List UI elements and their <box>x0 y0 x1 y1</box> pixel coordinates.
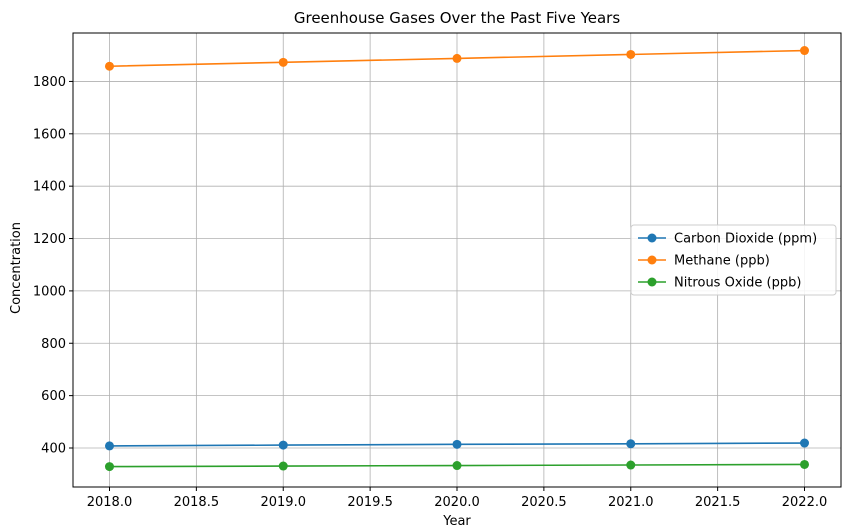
legend: Carbon Dioxide (ppm) Methane (ppb) Nitrous… <box>630 224 837 296</box>
data-point <box>278 440 288 450</box>
data-point <box>278 57 288 67</box>
y-tick-label: 800 <box>41 337 66 352</box>
series-lines <box>104 46 810 472</box>
y-axis-label: Concentration <box>9 222 24 314</box>
data-point <box>800 459 810 469</box>
x-axis-label: Year <box>442 514 471 527</box>
data-point <box>452 461 462 471</box>
data-point <box>104 61 114 71</box>
x-tick-label: 2018.0 <box>87 495 133 510</box>
y-tick-label: 1000 <box>33 284 66 299</box>
y-tick-label: 600 <box>41 389 66 404</box>
data-point <box>104 441 114 451</box>
x-tick-label: 2019.0 <box>260 495 306 510</box>
legend-label: Methane (ppb) <box>674 254 770 269</box>
legend-label: Carbon Dioxide (ppm) <box>674 232 817 247</box>
y-tick-label: 1400 <box>33 180 66 195</box>
data-point <box>626 439 636 449</box>
data-point <box>800 438 810 448</box>
x-tick-label: 2020.0 <box>434 495 480 510</box>
legend-marker <box>647 277 657 287</box>
legend-label: Nitrous Oxide (ppb) <box>674 276 801 291</box>
x-tick-label: 2021.5 <box>695 495 741 510</box>
y-tick-label: 1800 <box>33 75 66 90</box>
x-tick-label: 2021.0 <box>608 495 654 510</box>
data-point <box>104 462 114 472</box>
x-tick-label: 2022.0 <box>782 495 828 510</box>
data-point <box>800 46 810 56</box>
legend-marker <box>647 255 657 265</box>
data-point <box>452 439 462 449</box>
x-tick-label: 2018.5 <box>174 495 220 510</box>
x-axis-ticks: 2018.0 2018.5 2019.0 2019.5 2020.0 2020.5 2021… <box>87 487 828 510</box>
data-point <box>452 53 462 63</box>
y-tick-label: 1200 <box>33 232 66 247</box>
legend-box <box>630 224 837 296</box>
y-tick-label: 1600 <box>33 127 66 142</box>
chart-title: Greenhouse Gases Over the Past Five Year… <box>294 9 620 27</box>
legend-marker <box>647 233 657 243</box>
data-point <box>278 461 288 471</box>
x-tick-label: 2020.5 <box>521 495 567 510</box>
data-point <box>626 460 636 470</box>
y-tick-label: 400 <box>41 441 66 456</box>
x-tick-label: 2019.5 <box>347 495 393 510</box>
data-point <box>626 49 636 59</box>
y-axis-ticks: 400 600 800 1000 1200 1400 1600 1800 <box>33 75 73 456</box>
